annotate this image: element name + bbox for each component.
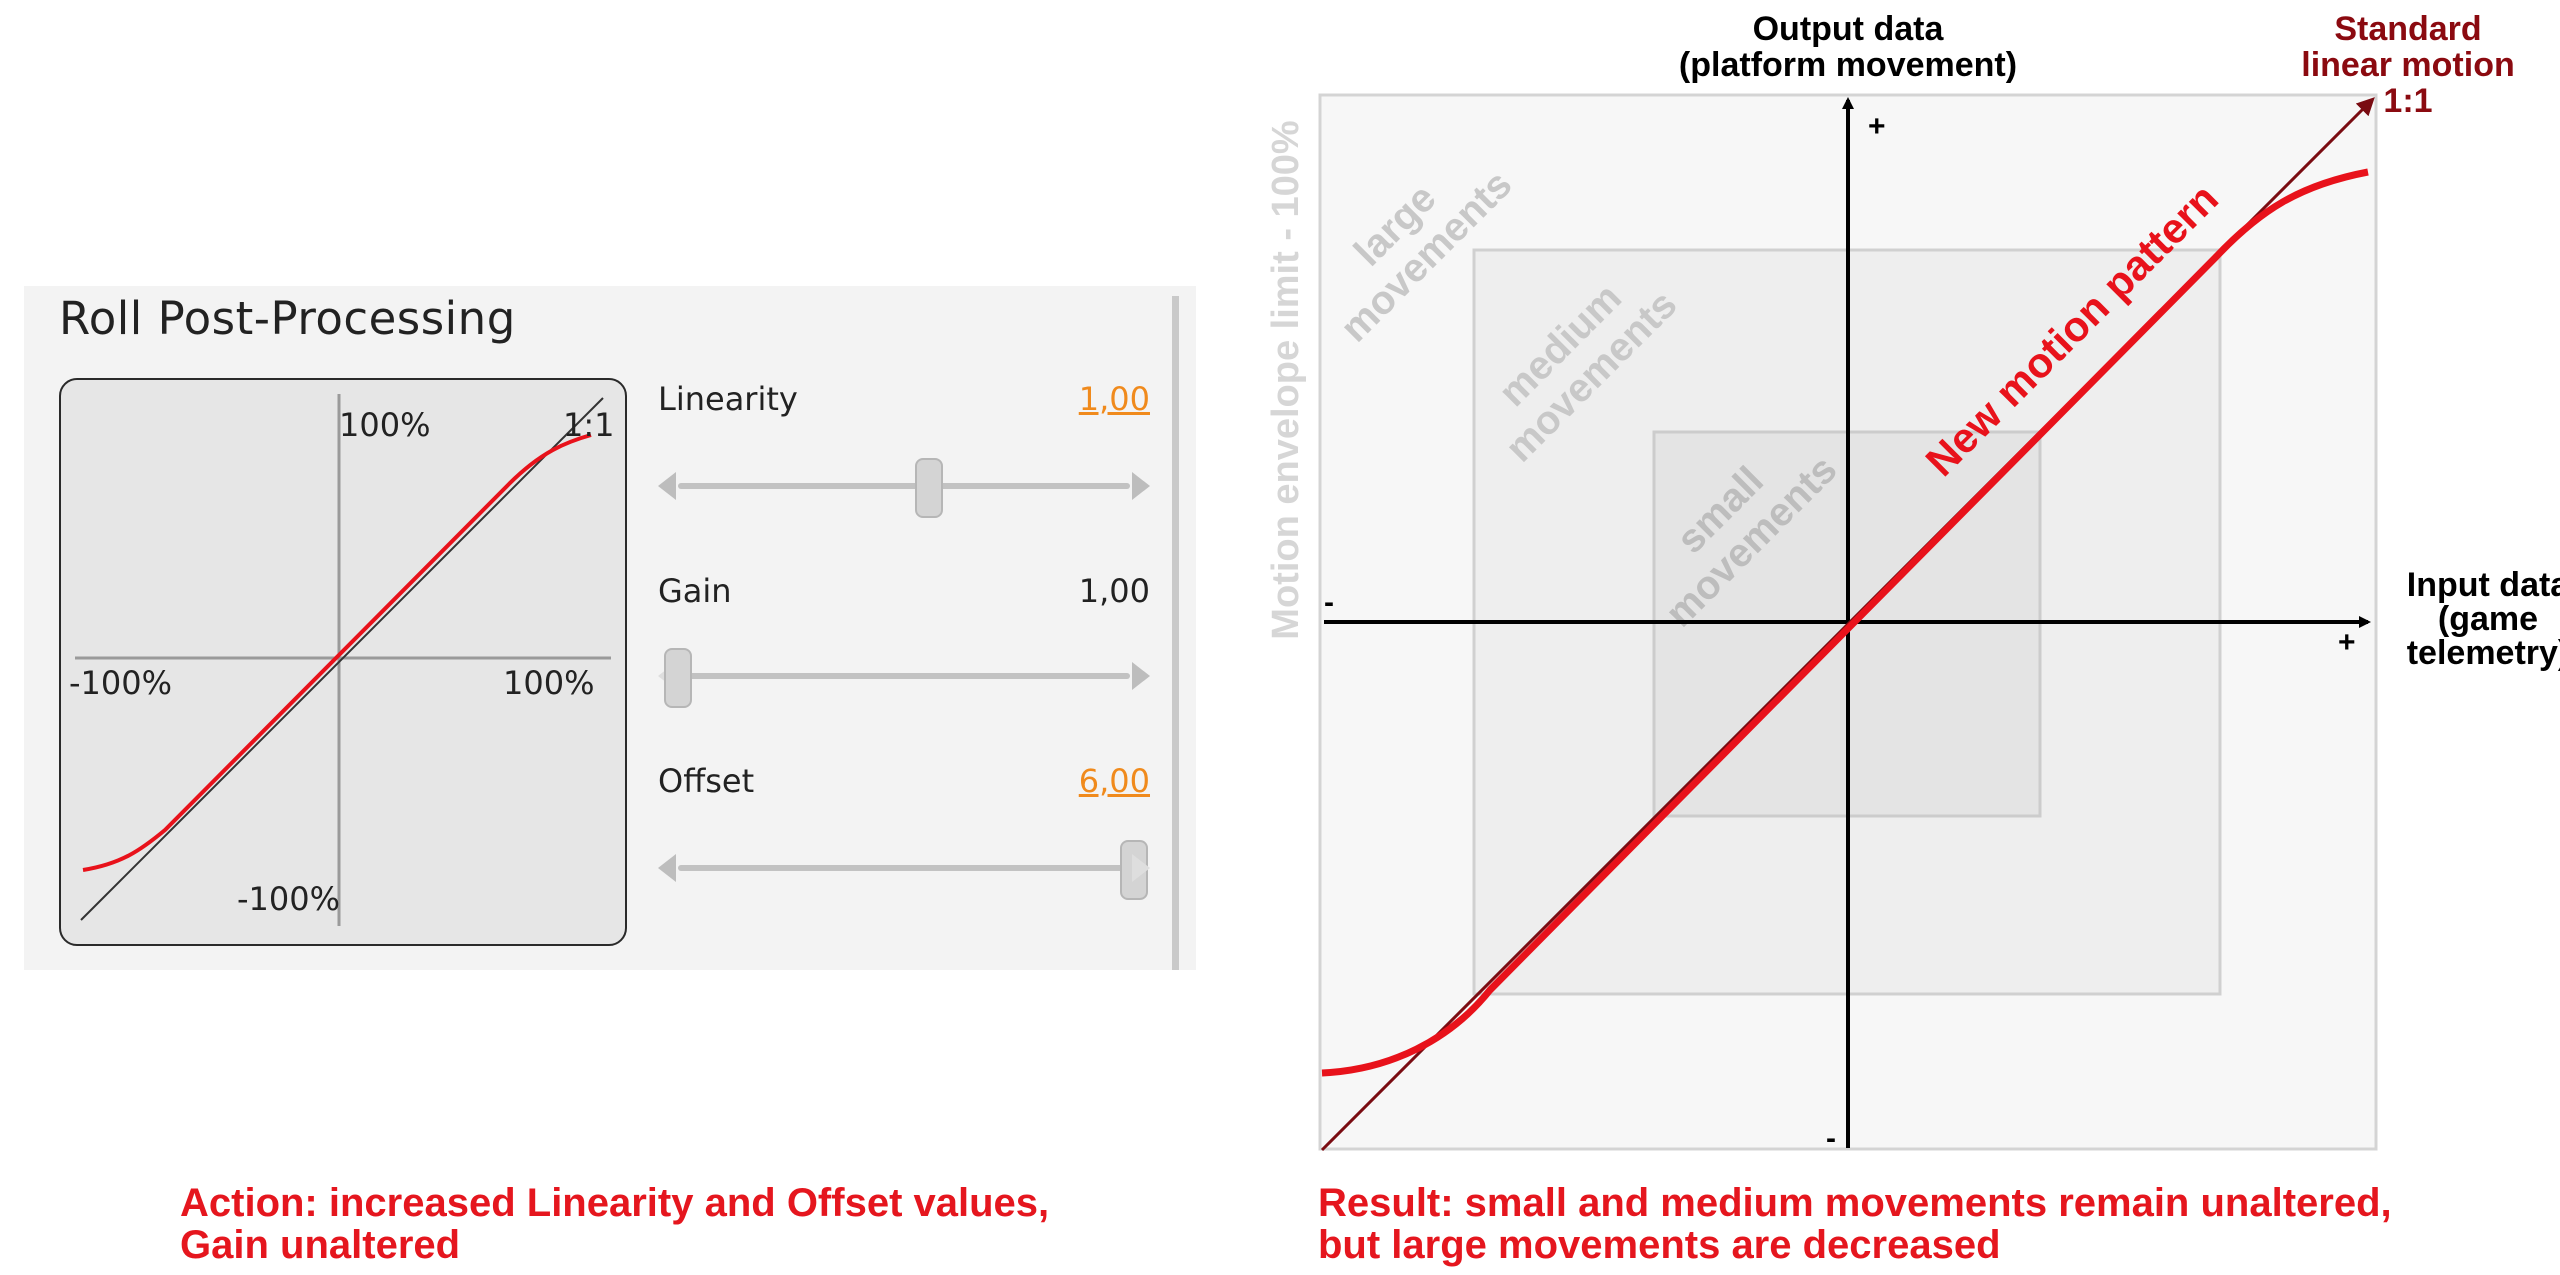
linearity-decrease-arrow-icon[interactable] <box>658 472 676 500</box>
offset-track[interactable] <box>678 865 1130 871</box>
preview-linear-line <box>80 397 604 921</box>
linearity-track[interactable] <box>678 483 1130 489</box>
envelope-limit-label: Motion envelope limit - 100% <box>1265 120 1307 639</box>
preview-x-right-label: 100% <box>503 664 595 702</box>
x-axis-title-1: Input data <box>2407 566 2560 604</box>
linearity-label: Linearity <box>658 380 798 418</box>
result-caption: Result: small and medium movements remai… <box>1318 1182 2392 1266</box>
x-axis-title-3: telemetry) <box>2407 634 2560 672</box>
x-axis-title-2: (game <box>2438 600 2538 638</box>
new-motion-curve <box>1321 168 2369 1077</box>
result-caption-line2: but large movements are decreased <box>1318 1223 2001 1267</box>
x-minus-sign: - <box>1324 586 1334 619</box>
curve-preview: 100% 1:1 -100% 100% -100% <box>59 378 627 946</box>
gain-track[interactable] <box>678 673 1130 679</box>
action-caption: Action: increased Linearity and Offset v… <box>180 1182 1049 1266</box>
y-axis-title-1: Output data <box>1753 10 1945 48</box>
linear-label-3: 1:1 <box>2383 82 2432 120</box>
gain-thumb[interactable] <box>664 648 692 708</box>
gain-value[interactable]: 1,00 <box>1078 572 1150 610</box>
action-caption-line2: Gain unaltered <box>180 1223 461 1267</box>
gain-slider[interactable] <box>658 648 1150 708</box>
roll-post-processing-panel: Roll Post-Processing 100% 1:1 -100% 100%… <box>24 286 1196 970</box>
y-axis-title-2: (platform movement) <box>1679 46 2017 84</box>
panel-scrollbar[interactable] <box>1172 296 1179 970</box>
preview-y-top-label: 100% <box>339 406 431 444</box>
linearity-thumb[interactable] <box>914 458 943 518</box>
panel-title: Roll Post-Processing <box>59 292 516 345</box>
offset-slider[interactable] <box>658 840 1150 900</box>
preview-y-bottom-label: -100% <box>237 880 341 918</box>
y-minus-sign: - <box>1826 1122 1836 1155</box>
offset-value[interactable]: 6,00 <box>1078 762 1150 800</box>
linear-label-2: linear motion <box>2301 46 2514 84</box>
linearity-slider[interactable] <box>658 458 1150 518</box>
linear-label-1: Standard <box>2334 10 2481 48</box>
x-plus-sign: + <box>2338 626 2356 659</box>
preview-x-left-label: -100% <box>69 664 173 702</box>
preview-ratio-label: 1:1 <box>563 406 615 444</box>
preview-motion-curve <box>82 433 592 872</box>
linearity-increase-arrow-icon[interactable] <box>1132 472 1150 500</box>
y-plus-sign: + <box>1868 110 1886 143</box>
offset-increase-arrow-icon[interactable] <box>1132 854 1150 882</box>
action-caption-line1: Action: increased Linearity and Offset v… <box>180 1181 1050 1225</box>
linearity-value[interactable]: 1,00 <box>1078 380 1150 418</box>
result-caption-line1: Result: small and medium movements remai… <box>1318 1181 2392 1225</box>
gain-increase-arrow-icon[interactable] <box>1132 662 1150 690</box>
offset-label: Offset <box>658 762 755 800</box>
motion-diagram: large movements medium movements small m… <box>1265 10 2560 1155</box>
offset-decrease-arrow-icon[interactable] <box>658 854 676 882</box>
gain-label: Gain <box>658 572 732 610</box>
curve-preview-graph <box>75 394 611 926</box>
